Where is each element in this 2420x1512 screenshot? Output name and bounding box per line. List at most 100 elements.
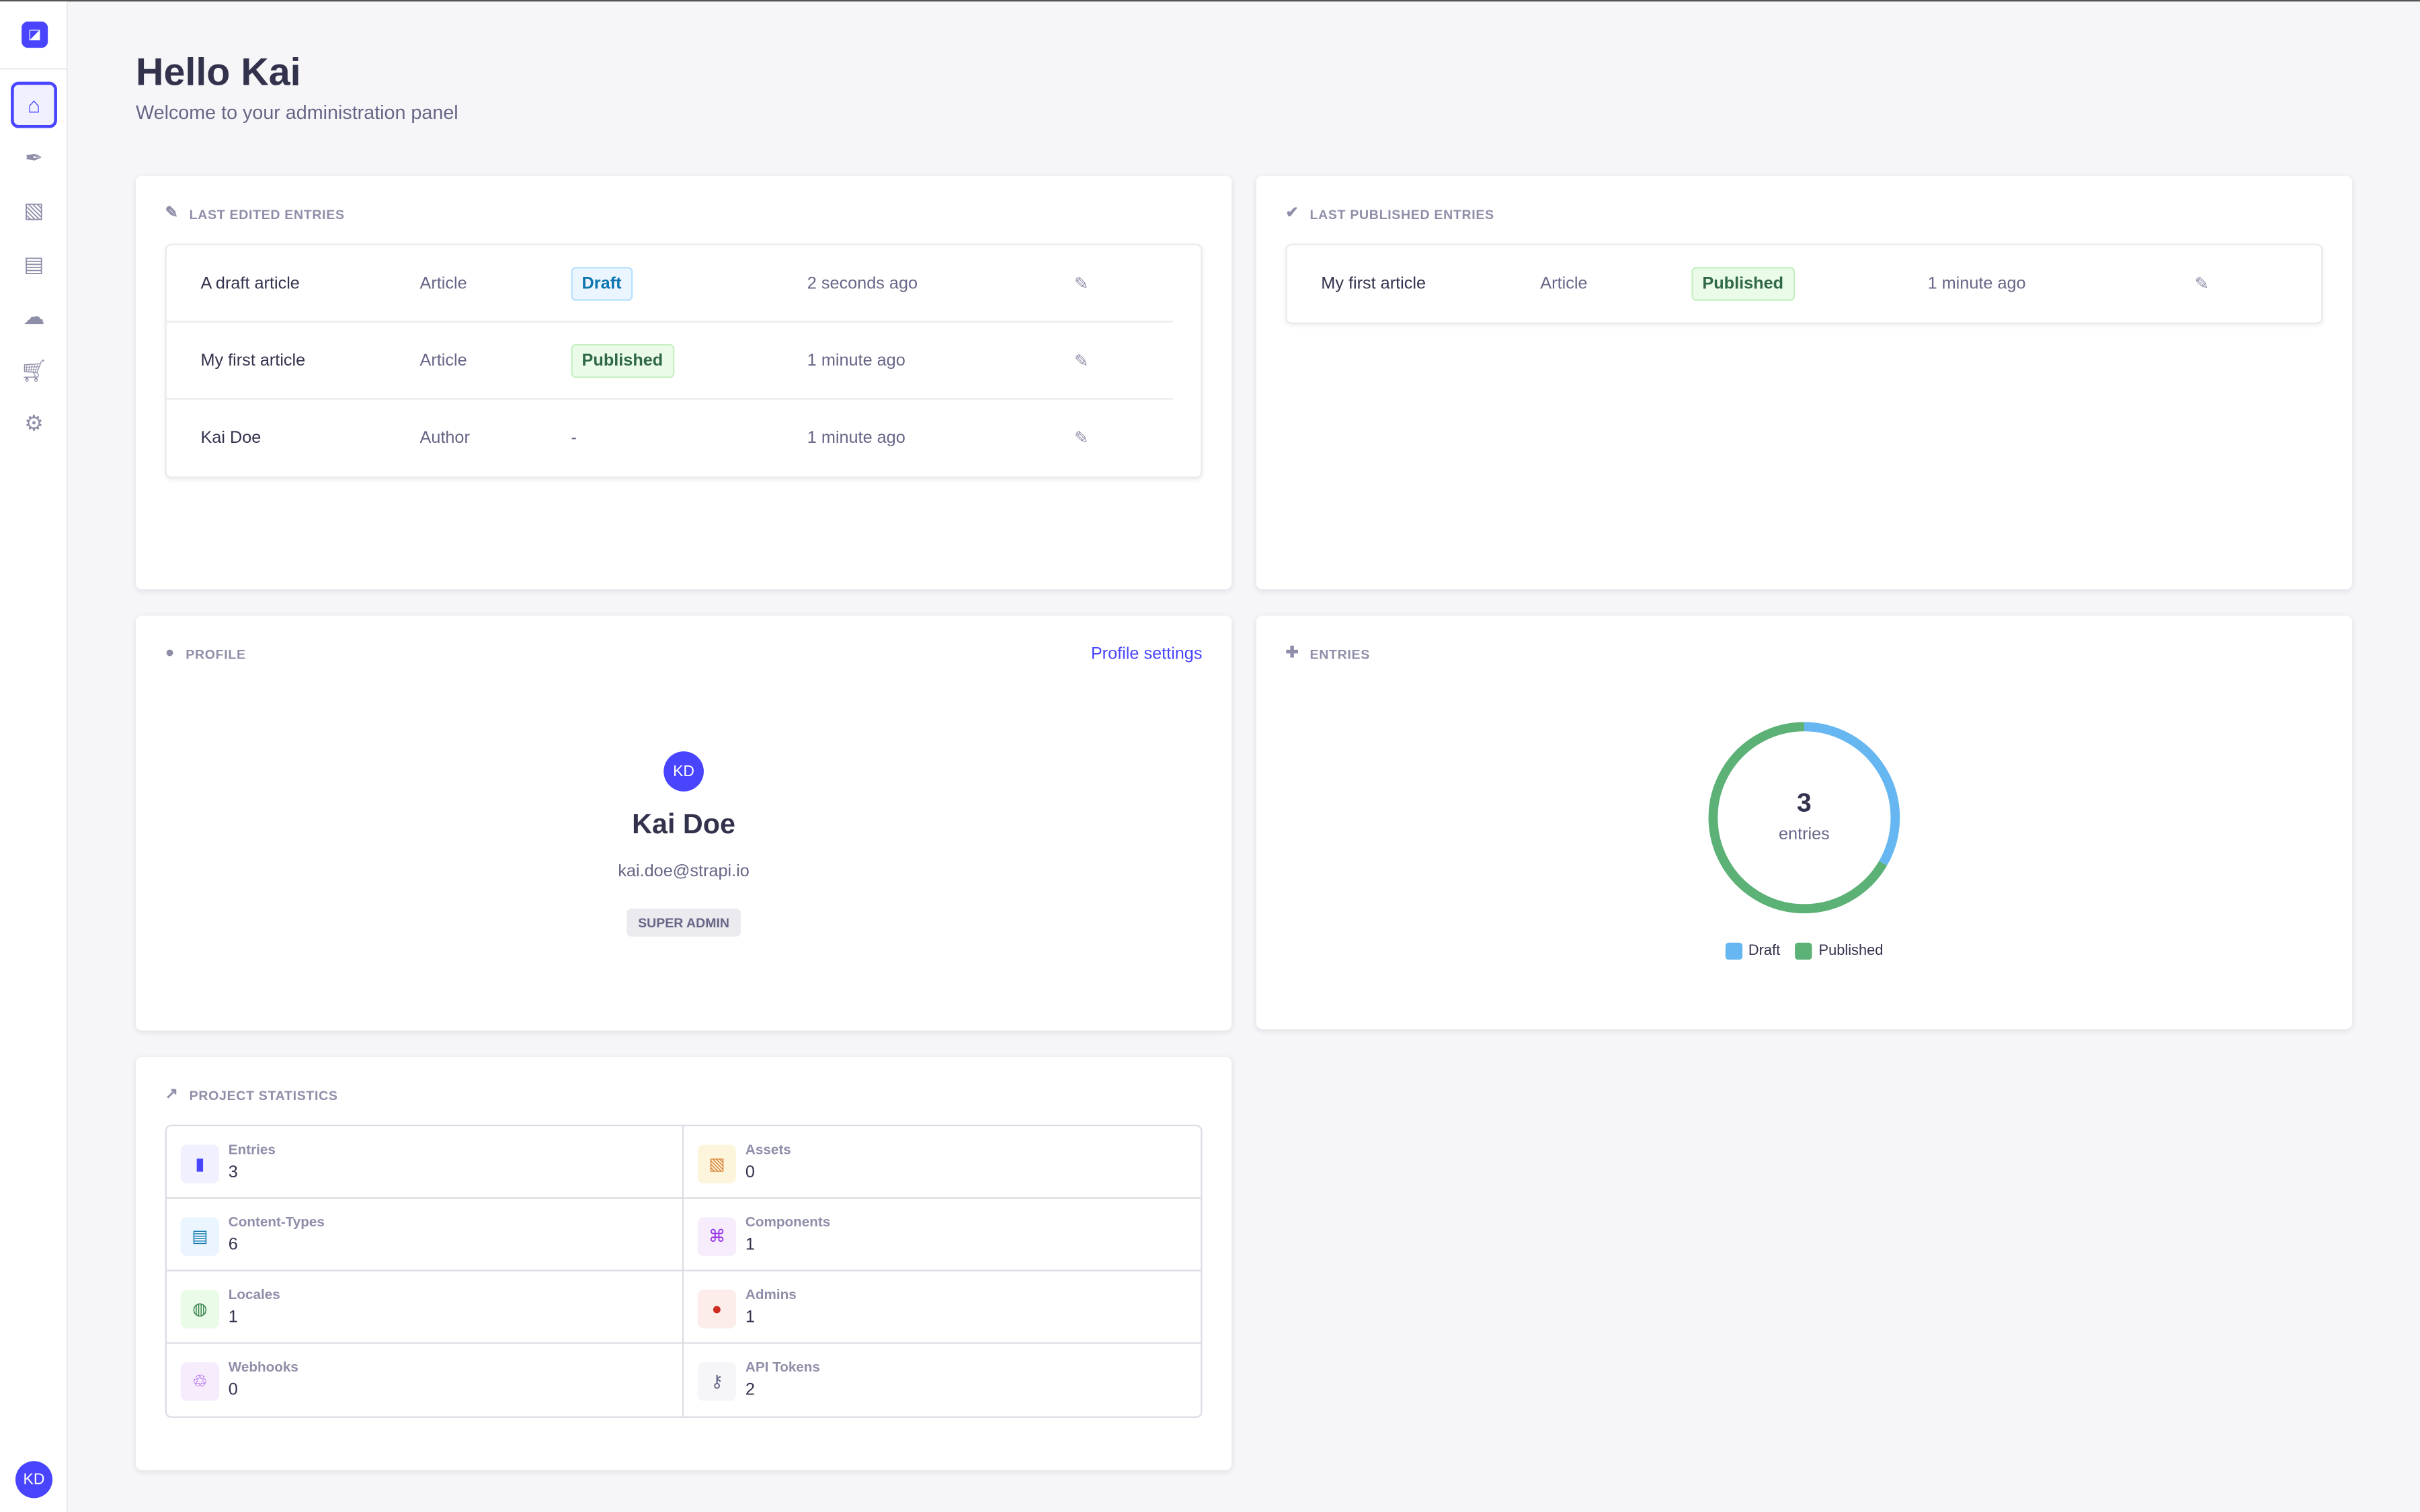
- entry-type: Article: [1540, 274, 1588, 294]
- cart-icon: 🛒︎: [20, 357, 48, 382]
- feather-icon: ✒: [25, 144, 43, 169]
- images-icon: ▧: [24, 196, 44, 222]
- status-text: -: [571, 429, 577, 448]
- status-badge: Published: [1691, 267, 1795, 301]
- entry-time: 1 minute ago: [807, 351, 905, 370]
- stat-content-types: ▤ Content-Types 6: [166, 1198, 684, 1271]
- last-published-card: ✔ LAST PUBLISHED ENTRIES My first article…: [1256, 175, 2352, 590]
- edit-pencil-icon[interactable]: ✎: [1074, 351, 1089, 371]
- stat-label: Webhooks: [228, 1359, 298, 1375]
- stat-value: 6: [228, 1236, 238, 1255]
- project-statistics-card: ↗ PROJECT STATISTICS ▮ Entries 3 ▧ Assets 0 ▤ Co…: [136, 1056, 1232, 1470]
- cloud-icon: ☁: [23, 303, 45, 328]
- nav-content-type-builder[interactable]: ▤: [11, 241, 57, 287]
- nav-cloud[interactable]: ☁: [11, 293, 57, 339]
- table-row[interactable]: A draft article Article Draft 2 seconds ago…: [166, 245, 1173, 323]
- profile-avatar: KD: [663, 751, 704, 792]
- layout-icon: ▤: [180, 1217, 220, 1256]
- entry-name: My first article: [200, 351, 306, 370]
- gear-icon: ⚙: [24, 409, 44, 435]
- chart-legend: Draft Published: [1256, 942, 2352, 960]
- profile-settings-link[interactable]: Profile settings: [1090, 644, 1203, 664]
- entries-chart-card: ✚ ENTRIES 3 entries Draft Published: [1256, 616, 2352, 1030]
- user-avatar[interactable]: KD: [15, 1461, 53, 1499]
- stat-api-tokens: ⚷ API Tokens 2: [684, 1344, 1201, 1417]
- entry-time: 1 minute ago: [807, 429, 905, 448]
- table-row[interactable]: My first article Article Published 1 minute…: [1287, 245, 2294, 323]
- key-icon: ⚷: [697, 1362, 737, 1401]
- table-row[interactable]: Kai Doe Author - 1 minute ago ✎: [167, 400, 1173, 477]
- puzzle-icon: ✚: [1285, 644, 1299, 662]
- stat-label: Admins: [745, 1286, 797, 1302]
- stat-entries: ▮ Entries 3: [166, 1126, 684, 1199]
- donut-chart: [1708, 722, 1900, 914]
- strapi-logo[interactable]: ◪: [22, 22, 48, 48]
- stat-label: Locales: [228, 1286, 280, 1302]
- donut-total-label: entries: [1778, 825, 1830, 844]
- puzzle-icon: ⌘: [697, 1217, 737, 1256]
- card-title: PROJECT STATISTICS: [189, 1087, 338, 1103]
- stat-value: 1: [745, 1236, 755, 1255]
- stat-label: Assets: [745, 1141, 791, 1157]
- divider: [0, 68, 69, 70]
- user-icon: ●: [697, 1290, 737, 1329]
- page-title: Hello Kai: [136, 50, 301, 95]
- profile-email: kai.doe@strapi.io: [618, 862, 750, 881]
- profile-card: ● PROFILE Profile settings KD Kai Doe kai…: [136, 616, 1232, 1031]
- legend-label: Published: [1818, 942, 1884, 960]
- stat-value: 1: [228, 1308, 238, 1327]
- card-title: LAST EDITED ENTRIES: [189, 206, 345, 222]
- nav-settings[interactable]: ⚙: [11, 400, 57, 446]
- stat-label: API Tokens: [745, 1359, 820, 1375]
- card-title: PROFILE: [186, 645, 246, 661]
- entry-time: 1 minute ago: [1927, 274, 2026, 294]
- nav-media-library[interactable]: ▧: [11, 187, 57, 233]
- legend-swatch: [1725, 942, 1742, 960]
- legend-swatch: [1796, 942, 1813, 960]
- stat-value: 0: [745, 1163, 755, 1182]
- edit-pencil-icon[interactable]: ✎: [1074, 274, 1089, 294]
- statistics-grid: ▮ Entries 3 ▧ Assets 0 ▤ Content-Types 6 ⌘ Compone…: [165, 1124, 1203, 1418]
- nav-marketplace[interactable]: 🛒︎: [11, 347, 57, 394]
- card-title: ENTRIES: [1309, 645, 1370, 661]
- entry-type: Author: [419, 429, 470, 448]
- donut-slice-draft: [1804, 722, 1900, 866]
- stat-assets: ▧ Assets 0: [684, 1126, 1201, 1199]
- legend-item: Draft: [1725, 942, 1780, 960]
- globe-icon: ◍: [180, 1290, 220, 1329]
- stat-value: 2: [745, 1380, 755, 1400]
- edit-pencil-icon[interactable]: ✎: [2194, 275, 2209, 294]
- stat-value: 3: [228, 1163, 238, 1182]
- entry-type: Article: [419, 274, 467, 293]
- status-badge: Published: [571, 343, 674, 378]
- last-published-table: My first article Article Published 1 minute…: [1285, 243, 2323, 325]
- check-circle-icon: ✔: [1285, 205, 1299, 222]
- role-badge: SUPER ADMIN: [627, 909, 741, 937]
- status-badge: Draft: [571, 266, 633, 300]
- table-row[interactable]: My first article Article Published 1 minute…: [166, 323, 1173, 400]
- sidebar: ◪ ⌂ ✒ ▧ ▤ ☁ 🛒︎ ⚙ KD: [0, 1, 69, 1512]
- page-subtitle: Welcome to your administration panel: [136, 101, 458, 124]
- nav-home[interactable]: ⌂: [11, 81, 57, 128]
- entry-name: Kai Doe: [200, 429, 261, 448]
- trend-up-icon: ↗: [165, 1086, 179, 1103]
- stat-value: 1: [745, 1308, 755, 1327]
- stat-label: Components: [745, 1214, 831, 1230]
- profile-name: Kai Doe: [632, 808, 736, 839]
- user-icon: ●: [165, 644, 175, 662]
- stat-label: Content-Types: [228, 1214, 325, 1230]
- donut-slice-published: [1708, 722, 1888, 914]
- entry-time: 2 seconds ago: [807, 274, 918, 293]
- legend-item: Published: [1796, 942, 1884, 960]
- stat-admins: ● Admins 1: [684, 1271, 1201, 1344]
- stat-label: Entries: [228, 1141, 276, 1157]
- edit-pencil-icon[interactable]: ✎: [1074, 429, 1089, 448]
- layout-icon: ▤: [24, 251, 44, 276]
- file-icon: ▮: [180, 1144, 220, 1183]
- last-edited-card: ✎ LAST EDITED ENTRIES A draft article Arti…: [136, 175, 1232, 590]
- nav-content-manager[interactable]: ✒: [11, 134, 57, 181]
- images-icon: ▧: [697, 1144, 737, 1183]
- stat-locales: ◍ Locales 1: [166, 1271, 684, 1344]
- webhook-icon: ♲: [180, 1362, 220, 1401]
